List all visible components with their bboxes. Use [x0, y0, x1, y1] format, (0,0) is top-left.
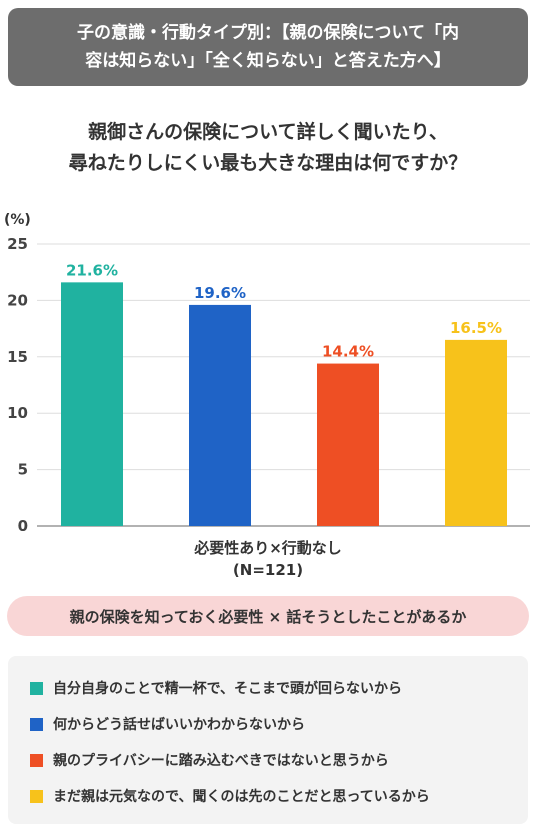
y-tick-label: 10 [7, 404, 28, 422]
legend-item: まだ親は元気なので、聞くのは先のことだと思っているから [30, 778, 528, 814]
legend-swatch [30, 717, 43, 731]
y-tick-label: 25 [7, 235, 28, 253]
data-label: 16.5% [450, 319, 502, 337]
legend-item: 親のプライバシーに踏み込むべきではないと思うから [30, 742, 528, 778]
condition-pill: 親の保険を知っておく必要性 × 話そうとしたことがあるか [7, 596, 529, 636]
bar [189, 304, 251, 526]
legend-label: 何からどう話せばいいかわからないから [53, 717, 305, 733]
header-banner: 子の意識・行動タイプ別：【親の保険について「内 容は知らない」「全く知らない」と… [8, 8, 528, 86]
bar [445, 339, 507, 526]
y-tick-label: 0 [18, 517, 28, 535]
legend-label: まだ親は元気なので、聞くのは先のことだと思っているから [53, 789, 430, 805]
legend-item: 何からどう話せばいいかわからないから [30, 706, 528, 742]
data-label: 19.6% [194, 284, 246, 302]
y-tick-label: 20 [7, 291, 28, 309]
y-tick-label: 5 [18, 461, 28, 479]
data-label: 21.6% [66, 261, 118, 279]
question-title: 親御さんの保険について詳しく聞いたり、 尋ねたりしにくい最も大きな理由は何ですか… [68, 121, 468, 174]
legend-item: 自分自身のことで精一杯で、そこまで頭が回らないから [30, 670, 528, 706]
legend-swatch [30, 789, 43, 803]
y-unit-label: (%) [4, 212, 31, 228]
y-tick-label: 15 [7, 348, 28, 366]
bar [317, 363, 379, 526]
legend-label: 親のプライバシーに踏み込むべきではないと思うから [53, 753, 389, 769]
legend: 自分自身のことで精一杯で、そこまで頭が回らないから 何からどう話せばいいかわから… [8, 656, 528, 824]
group-label: 必要性あり×行動なし (N=121) [194, 539, 342, 579]
legend-swatch [30, 681, 43, 695]
bar-chart: (%) 0 5 10 15 20 25 21.6% 19.6% 14.4% 16.5% [4, 212, 530, 535]
legend-swatch [30, 753, 43, 767]
data-label: 14.4% [322, 343, 374, 361]
bar [61, 282, 123, 526]
legend-label: 自分自身のことで精一杯で、そこまで頭が回らないから [53, 681, 403, 697]
